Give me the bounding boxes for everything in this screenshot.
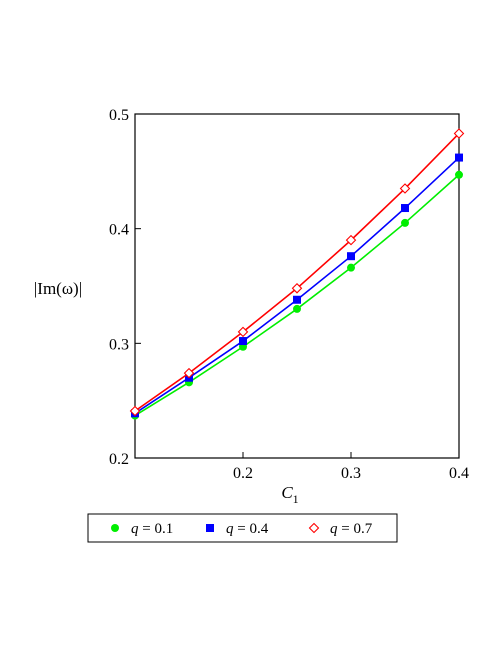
- series-layer: [129, 128, 465, 420]
- data-point-square: [455, 153, 463, 162]
- data-point-square: [239, 337, 247, 346]
- x-tick-label: 0.3: [341, 465, 361, 482]
- data-point-diamond: [453, 128, 465, 139]
- y-tick-label: 0.4: [109, 222, 129, 239]
- series-diamond: [129, 128, 465, 417]
- data-point-diamond: [183, 367, 195, 379]
- y-tick-label: 0.2: [109, 451, 129, 468]
- data-point-diamond: [237, 326, 249, 338]
- legend-label-var: q: [131, 521, 139, 537]
- legend-box: [87, 513, 398, 543]
- legend-label: q = 0.4: [226, 521, 269, 537]
- data-point-circle: [347, 263, 355, 272]
- data-point-diamond: [399, 183, 411, 194]
- data-point-circle: [401, 218, 409, 227]
- x-axis-title: C1: [281, 483, 298, 506]
- x-axis-ticks: 0.2 0.3 0.4: [233, 452, 469, 482]
- series-line: [134, 174, 460, 417]
- legend-label: q = 0.7: [330, 521, 373, 537]
- data-point-circle: [455, 170, 463, 179]
- x-axis-title-subscript: 1: [293, 492, 299, 506]
- legend-label-var: q: [330, 521, 338, 537]
- data-point-diamond: [129, 405, 141, 417]
- y-axis-ticks: 0.2 0.3 0.4 0.5: [109, 107, 141, 468]
- legend-marker-diamond: [308, 522, 320, 534]
- data-point-square: [347, 252, 355, 261]
- data-point-square: [293, 295, 301, 304]
- y-axis-title: |Im(ω)|: [34, 279, 82, 298]
- legend-label-value: = 0.4: [234, 521, 269, 537]
- series-line: [134, 132, 460, 412]
- x-tick-label: 0.4: [449, 465, 469, 482]
- legend-marker-circle: [111, 524, 119, 532]
- legend: q = 0.1 q = 0.4 q = 0.7: [87, 513, 398, 543]
- legend-marker-square: [206, 524, 214, 532]
- legend-label-value: = 0.7: [338, 521, 373, 537]
- legend-items: q = 0.1 q = 0.4 q = 0.7: [111, 521, 373, 537]
- legend-label-var: q: [226, 521, 234, 537]
- y-tick-label: 0.5: [109, 107, 129, 124]
- data-point-circle: [293, 304, 301, 313]
- data-point-square: [401, 204, 409, 213]
- x-tick-label: 0.2: [233, 465, 253, 482]
- data-point-diamond: [345, 234, 357, 246]
- legend-label: q = 0.1: [131, 521, 173, 537]
- legend-label-value: = 0.1: [139, 521, 174, 537]
- x-axis-title-main: C: [281, 483, 293, 502]
- plot-frame: [134, 113, 460, 459]
- y-tick-label: 0.3: [109, 336, 129, 353]
- data-point-diamond: [291, 283, 303, 294]
